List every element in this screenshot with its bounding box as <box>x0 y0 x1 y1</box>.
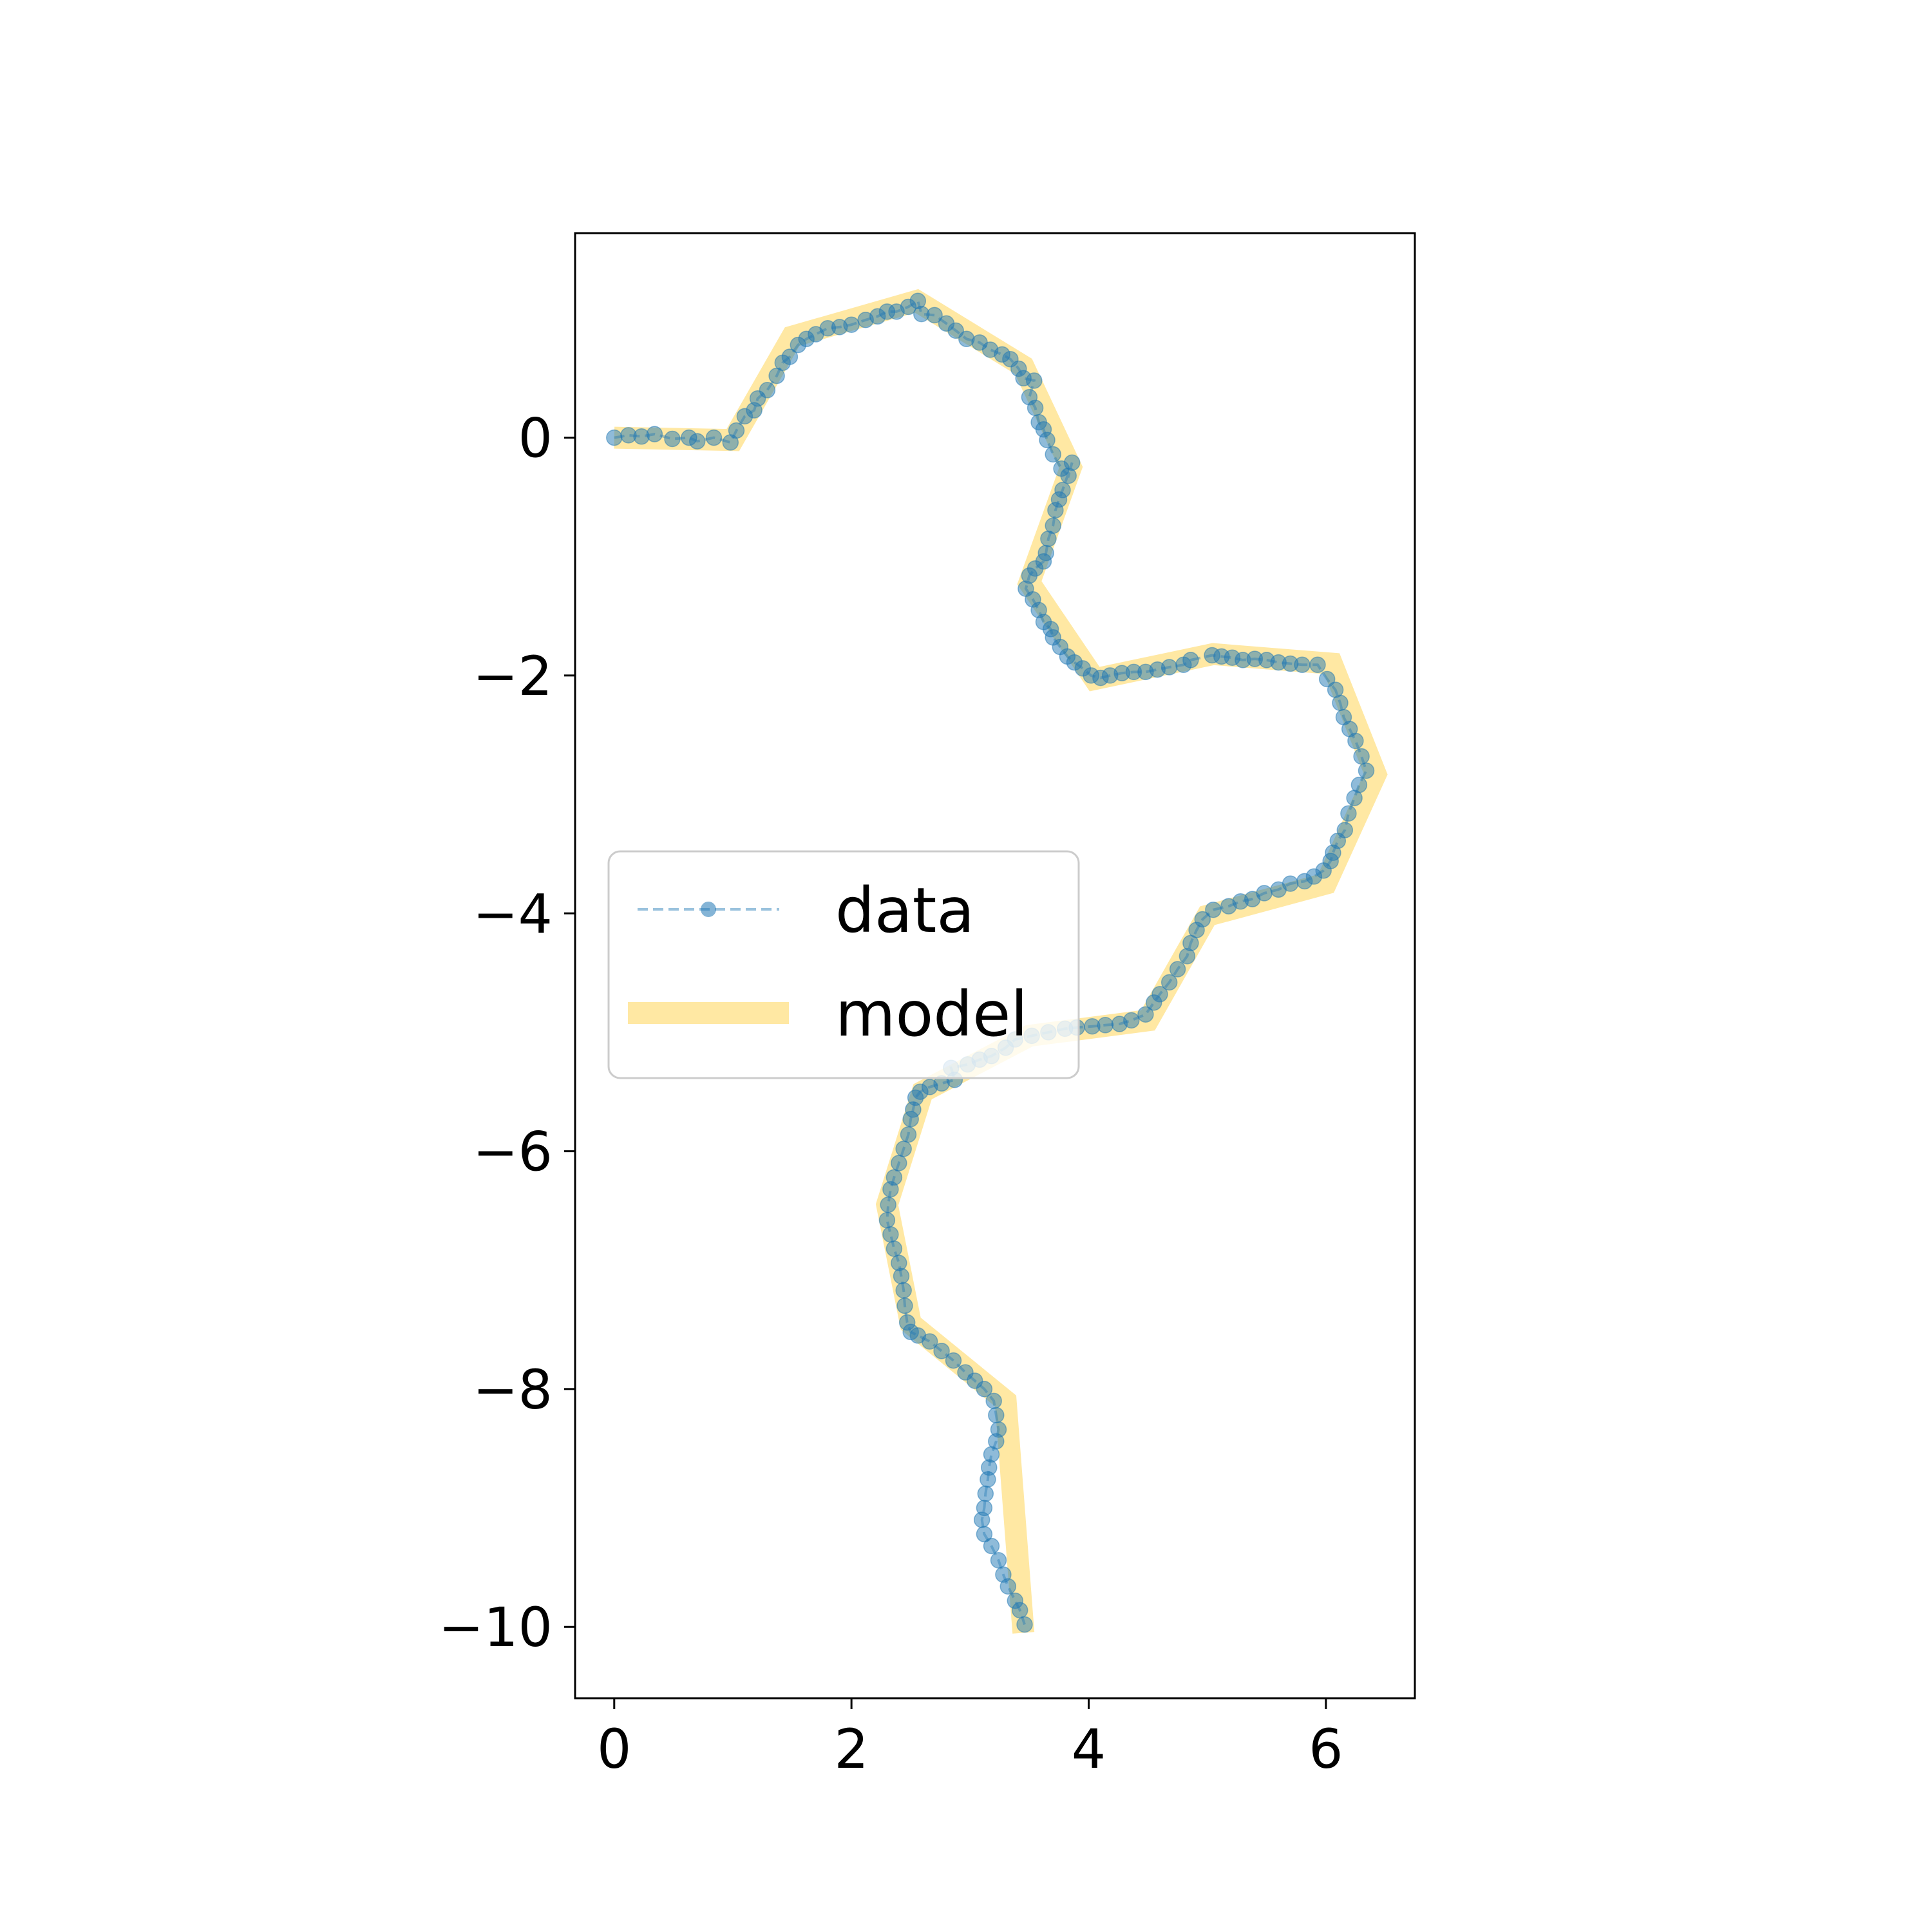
data-point <box>1045 446 1061 463</box>
data-point <box>1353 748 1370 765</box>
data-point <box>921 1333 938 1350</box>
data-point <box>1169 961 1186 978</box>
data-point <box>1084 1018 1101 1035</box>
data-point <box>893 1267 910 1285</box>
legend: data model <box>607 850 1080 1079</box>
data-point <box>1270 881 1287 898</box>
data-point <box>1040 530 1057 547</box>
plot-frame <box>574 232 1416 1700</box>
data-point <box>1332 694 1349 712</box>
data-point <box>977 1485 994 1502</box>
x-tick-label: 0 <box>597 1718 631 1781</box>
data-point <box>926 307 943 324</box>
data-point <box>983 1537 1000 1555</box>
y-axis: 0 −2 −4 −6 −8 −10 <box>439 407 575 1659</box>
data-point <box>1160 659 1178 676</box>
data-point <box>1026 372 1043 389</box>
data-point <box>891 1155 907 1171</box>
y-tick-label: −6 <box>473 1121 553 1184</box>
data-point <box>843 316 860 333</box>
data-point <box>688 433 706 450</box>
data-point <box>1346 790 1363 806</box>
data-point <box>976 1526 993 1542</box>
data-point <box>646 426 663 442</box>
data-point <box>896 1297 913 1314</box>
data-point <box>1027 399 1044 417</box>
data-point <box>1296 873 1313 890</box>
data-point <box>1294 656 1311 674</box>
data-point <box>606 429 623 446</box>
data-point <box>895 1282 912 1299</box>
data-point <box>1146 994 1162 1011</box>
data-point <box>1358 762 1375 779</box>
data-point <box>999 1578 1017 1595</box>
data-point <box>781 348 799 365</box>
legend-model-label: model <box>835 978 1028 1050</box>
data-point <box>728 422 745 439</box>
data-point <box>1340 805 1357 822</box>
data-point <box>1063 454 1081 471</box>
x-tick-label: 4 <box>1072 1718 1106 1781</box>
data-point <box>880 1196 896 1213</box>
legend-data-label: data <box>835 875 974 947</box>
data-point <box>895 1141 912 1157</box>
y-tick-label: −2 <box>473 645 553 708</box>
data-point <box>1016 1616 1033 1633</box>
x-axis: 0 2 4 6 <box>597 1698 1343 1781</box>
data-point <box>1039 431 1056 449</box>
x-tick-label: 2 <box>834 1718 868 1781</box>
data-point <box>878 1211 896 1229</box>
data-point <box>902 1110 919 1128</box>
data-point <box>976 1381 993 1397</box>
data-point <box>886 1240 903 1257</box>
data-point <box>1205 901 1222 918</box>
data-point <box>705 429 723 446</box>
data-point <box>900 1126 917 1143</box>
data-point <box>882 1180 899 1198</box>
y-tick-label: −10 <box>439 1596 553 1659</box>
y-tick-label: −8 <box>473 1358 553 1421</box>
data-point <box>933 1343 950 1359</box>
data-point <box>990 1552 1007 1569</box>
data-point <box>664 430 681 448</box>
data-point <box>882 1226 899 1243</box>
x-tick-label: 6 <box>1309 1718 1343 1781</box>
data-point <box>1309 656 1326 674</box>
legend-data-marker <box>701 902 716 917</box>
data-point <box>1179 947 1196 965</box>
data-point <box>980 1471 996 1488</box>
y-tick-label: −4 <box>473 882 553 945</box>
data-point <box>759 382 776 399</box>
data-point <box>973 1511 990 1528</box>
data-point <box>1160 974 1178 991</box>
data-point <box>1137 1006 1154 1023</box>
data-point <box>1111 1016 1128 1032</box>
data-point <box>1047 502 1064 519</box>
data-point <box>945 1352 962 1369</box>
data-point <box>1220 898 1237 914</box>
data-point <box>1011 1602 1028 1619</box>
y-tick-label: 0 <box>518 407 553 470</box>
data-point <box>1182 652 1199 668</box>
data-point <box>988 1406 1005 1424</box>
data-point <box>985 1392 1002 1410</box>
data-point <box>1347 732 1364 750</box>
